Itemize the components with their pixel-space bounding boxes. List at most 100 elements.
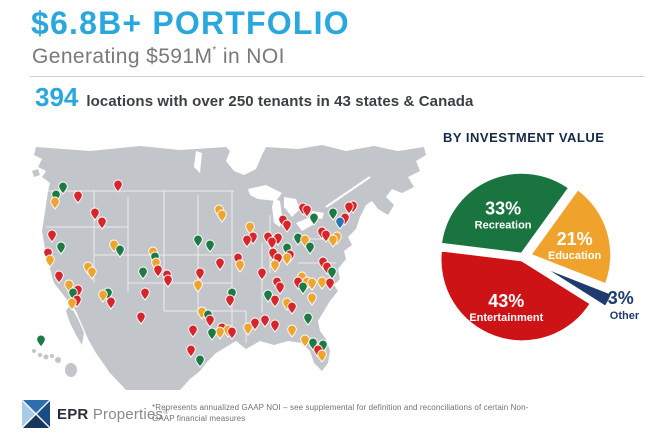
pie-slice-other [534,262,615,309]
location-pin [225,294,235,308]
location-pin [87,266,97,280]
location-pin [235,259,245,273]
location-pin [325,277,335,291]
location-pin [186,344,196,358]
location-pin [188,324,198,338]
pie-chart-title: BY INVESTMENT VALUE [443,130,605,145]
investment-pie-chart: 33%Recreation 21%Education 3% Other 43%Enter… [438,170,640,344]
location-pin [90,207,100,221]
pie-slice-entertainment [438,248,593,344]
location-pin [243,322,253,336]
us-map [32,145,426,390]
location-pin [56,241,66,255]
location-pin [335,216,345,230]
location-pin [317,276,327,290]
location-pin [195,354,205,368]
epr-logo-icon [22,400,50,428]
location-pin [270,294,280,308]
location-pin [307,277,317,291]
location-pin [58,181,68,195]
vancouver-island [32,169,40,177]
location-pin [307,292,317,306]
pie-label-entertainment: Entertainment [469,312,543,324]
location-pin [195,267,205,281]
location-pin [245,221,255,235]
gaap-footnote: *Represents annualized GAAP NOI – see su… [152,403,552,425]
location-pin [205,239,215,253]
location-pin [270,319,280,333]
subtitle-tail: in NOI [216,45,285,68]
location-pin [163,274,173,288]
location-pin [36,334,46,348]
location-pin [215,257,225,271]
subtitle-main: Generating $591M [32,45,213,68]
location-pin [45,254,55,268]
location-pin [328,207,338,221]
location-pin [54,270,64,284]
location-pin [300,334,310,348]
location-pin [309,212,319,226]
location-pin [50,196,60,210]
location-pin [282,219,292,233]
pie-label-recreation: Recreation [475,219,532,231]
pie-value-education: 21% [557,229,593,249]
location-pin [106,296,116,310]
location-pin [328,234,338,248]
location-pin [260,314,270,328]
location-pin [47,229,57,243]
location-pin [140,287,150,301]
footnote-asterisk: * [212,45,217,56]
location-pin [227,326,237,340]
pie-slice-recreation [438,170,572,256]
locations-count: 394 [35,82,79,112]
investment-pie: 33% Recreation 21% Education 3% Other 43% Enter… [435,155,650,350]
location-pin [305,241,315,255]
location-pin [67,297,77,311]
location-pin [267,236,277,250]
location-pin [287,301,297,315]
location-pin [282,252,292,266]
pie-slice-education [528,187,614,287]
location-pin [327,266,337,280]
location-pin [242,234,252,248]
location-pin [317,349,327,363]
subtitle: Generating $591M* in NOI [32,45,285,69]
location-pin [207,327,217,341]
st-lawrence-river [325,176,371,208]
locations-stat: 394 locations with over 250 tenants in 4… [35,82,473,113]
location-pin [344,201,354,215]
location-pin [215,326,225,340]
location-pin [98,289,108,303]
location-pin [113,179,123,193]
location-pins [36,179,358,368]
locations-map [30,143,430,390]
location-pin [193,234,203,248]
location-pin [217,209,227,223]
locations-description: locations with over 250 tenants in 43 st… [86,93,474,110]
pie-value-recreation: 33% [485,198,521,218]
epr-logo-text: EPR Properties® [57,405,169,423]
footnote-line-1: *Represents annualized GAAP NOI – see su… [152,403,529,412]
location-pin [257,267,267,281]
divider-line [30,76,644,77]
baja-peninsula [66,305,84,345]
location-pin [287,324,297,338]
location-pin [205,314,215,328]
location-pin [270,259,280,273]
location-pin [138,266,148,280]
location-pin [136,311,146,325]
location-pin [298,281,308,295]
location-pin [193,279,203,293]
epr-logo: EPR Properties® [22,399,169,429]
location-pin [303,312,313,326]
location-pin [115,244,125,258]
pie-label-other: Other [610,310,640,322]
location-pin [275,281,285,295]
hawaii-islands [32,349,77,377]
location-pin [302,204,312,218]
footnote-line-2: GAAP financial measures [152,413,246,423]
page-title: $6.8B+ PORTFOLIO [31,5,350,41]
pie-value-other: 3% [608,288,634,308]
pie-value-entertainment: 43% [488,291,524,311]
